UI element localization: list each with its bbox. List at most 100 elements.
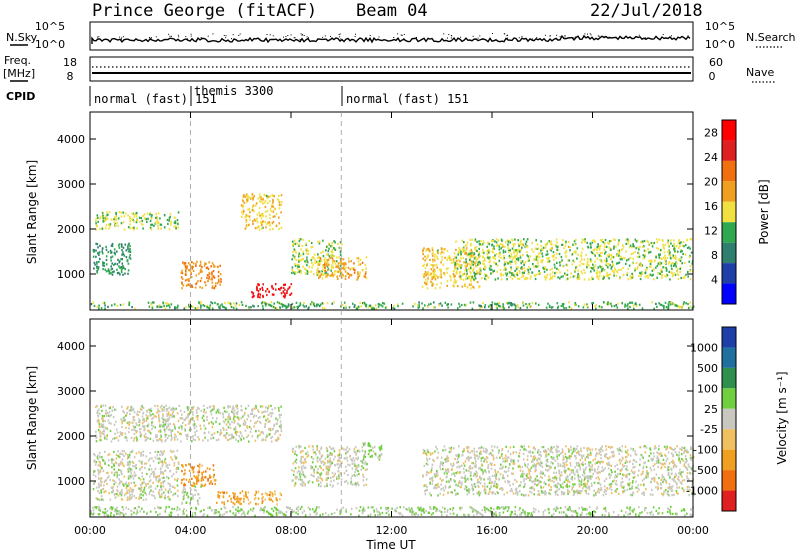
- echo-cell-0-2-26: [181, 269, 183, 272]
- echo-cell-0-8-557: [600, 270, 603, 273]
- echo-cell-0-9-366: [381, 305, 384, 308]
- echo-cell-1-1-316: [97, 464, 100, 467]
- echo-cell-1-7-169: [641, 492, 643, 495]
- echo-cell-0-1-50: [111, 255, 114, 258]
- echo-cell-0-9-64: [147, 301, 150, 304]
- echo-cell-0-5-31: [331, 266, 333, 269]
- echo-cell-0-8-741: [560, 255, 563, 259]
- echo-cell-1-0-469: [108, 407, 110, 410]
- echo-cell-1-5-304: [331, 461, 334, 464]
- echo-cell-0-1-32: [122, 246, 125, 249]
- echo-cell-0-5-137: [331, 262, 334, 265]
- echo-cell-1-7-225: [567, 456, 569, 459]
- echo-cell-0-9-409: [641, 307, 644, 310]
- echo-cell-0-8-575: [511, 277, 514, 281]
- echo-cell-0-9-79: [615, 304, 617, 307]
- echo-cell-0-1-78: [101, 250, 103, 253]
- echo-cell-0-7-245: [472, 285, 474, 288]
- echo-cell-0-8-945: [631, 272, 633, 275]
- echo-cell-1-0-430: [250, 427, 253, 430]
- echo-cell-1-5-212: [316, 479, 318, 482]
- echo-cell-1-0-635: [149, 432, 152, 435]
- echo-cell-1-5-215: [341, 461, 343, 464]
- echo-cell-0-5-99: [298, 244, 300, 247]
- echo-cell-0-9-216: [658, 302, 660, 305]
- echo-cell-0-7-3: [459, 272, 461, 275]
- echo-cell-0-9-228: [441, 304, 443, 307]
- echo-cell-1-1-343: [116, 474, 119, 477]
- echo-cell-0-8-26: [537, 262, 539, 265]
- echo-cell-0-8-1055: [522, 273, 524, 276]
- echo-cell-0-7-61: [424, 259, 426, 262]
- echo-cell-0-7-122: [467, 254, 469, 257]
- echo-cell-1-1-309: [100, 477, 102, 480]
- echo-cell-1-7-49: [653, 455, 656, 458]
- echo-cell-0-5-69: [296, 263, 299, 266]
- echo-cell-0-8-77: [511, 260, 513, 263]
- echo-cell-0-8-194: [580, 255, 583, 258]
- echo-cell-1-1-279: [160, 481, 162, 485]
- echo-cell-0-3-35: [260, 198, 262, 201]
- echo-cell-0-1-48: [114, 262, 116, 265]
- echo-cell-0-8-358: [467, 252, 469, 255]
- nsearch-dot-89: [272, 35, 274, 37]
- echo-cell-0-0-56: [133, 228, 135, 231]
- echo-cell-0-4-43: [282, 291, 285, 294]
- echo-cell-0-9-325: [168, 304, 170, 307]
- echo-cell-0-1-114: [95, 249, 97, 252]
- echo-cell-0-8-759: [551, 277, 553, 280]
- echo-cell-0-5-156: [294, 257, 296, 260]
- echo-cell-1-5-91: [344, 457, 347, 460]
- echo-cell-1-1-296: [123, 475, 126, 478]
- echo-cell-0-8-150: [489, 264, 491, 267]
- echo-cell-0-8-21: [465, 248, 468, 251]
- echo-cell-0-1-24: [105, 263, 108, 266]
- echo-cell-0-7-47: [440, 252, 442, 255]
- echo-cell-0-8-80: [478, 260, 481, 263]
- echo-cell-0-6-98: [332, 274, 335, 277]
- echo-cell-0-9-152: [364, 303, 367, 306]
- echo-cell-0-1-34: [110, 259, 112, 262]
- echo-cell-1-0-392: [244, 421, 247, 424]
- echo-cell-1-1-37: [110, 486, 113, 489]
- echo-cell-0-8-93: [546, 273, 549, 276]
- echo-cell-0-9-416: [479, 304, 482, 307]
- echo-cell-1-4-96: [254, 493, 256, 497]
- echo-cell-1-1-302: [135, 467, 137, 470]
- echo-cell-1-0-581: [172, 411, 174, 414]
- echo-cell-1-0-267: [136, 410, 139, 413]
- echo-cell-0-7-78: [436, 266, 438, 269]
- nsearch-dot-45: [299, 38, 301, 40]
- echo-cell-0-5-133: [339, 251, 342, 254]
- echo-cell-0-0-159: [141, 223, 144, 226]
- echo-cell-0-0-60: [131, 212, 134, 215]
- echo-cell-0-8-1050: [488, 243, 491, 246]
- echo-cell-1-0-266: [211, 433, 214, 436]
- echo-cell-0-0-76: [122, 211, 124, 214]
- echo-cell-1-7-28: [546, 458, 549, 461]
- echo-cell-1-5-242: [343, 472, 346, 475]
- colorbar-tick-0-5: 24: [704, 151, 718, 164]
- echo-cell-0-8-103: [457, 253, 459, 256]
- echo-cell-0-5-127: [331, 244, 333, 247]
- echo-cell-1-0-488: [101, 431, 104, 434]
- echo-cell-0-8-877: [484, 277, 486, 280]
- echo-cell-0-5-14: [322, 239, 324, 242]
- echo-cell-1-6-9: [364, 441, 366, 445]
- echo-cell-1-0-350: [187, 416, 189, 419]
- echo-cell-0-7-82: [455, 248, 457, 251]
- echo-cell-1-0-416: [255, 414, 257, 417]
- echo-cell-0-1-65: [107, 268, 110, 271]
- nsearch-dot-82: [443, 33, 445, 35]
- echo-cell-1-2-22: [201, 472, 203, 475]
- echo-cell-0-8-567: [653, 278, 655, 281]
- echo-cell-0-8-750: [488, 250, 491, 253]
- echo-cell-1-4-20: [271, 492, 274, 495]
- echo-cell-0-9-40: [313, 305, 316, 308]
- echo-cell-1-1-226: [104, 450, 106, 453]
- echo-cell-1-1-264: [177, 494, 179, 498]
- echo-cell-1-1-233: [102, 469, 105, 473]
- echo-cell-0-8-883: [686, 238, 688, 241]
- echo-cell-0-8-902: [496, 270, 498, 273]
- echo-cell-0-8-955: [608, 277, 610, 280]
